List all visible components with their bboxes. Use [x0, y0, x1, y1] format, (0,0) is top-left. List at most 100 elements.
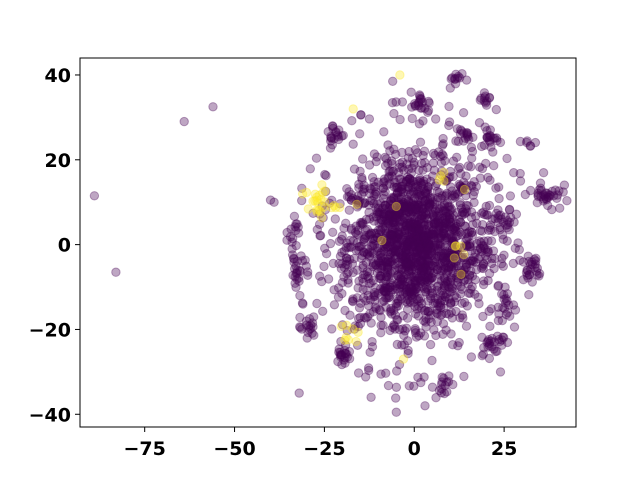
scatter-point-series-0 — [421, 261, 431, 272]
scatter-point-series-0 — [325, 238, 336, 249]
scatter-point-series-0 — [424, 201, 434, 212]
scatter-point-series-1 — [316, 194, 326, 205]
scatter-point-series-0 — [467, 227, 477, 238]
scatter-point-series-0 — [392, 366, 402, 376]
scatter-point-series-0 — [422, 237, 433, 247]
scatter-point-series-0 — [89, 191, 100, 201]
scatter-point-series-0 — [522, 271, 532, 281]
scatter-point-series-0 — [373, 263, 383, 274]
scatter-point-series-0 — [435, 290, 446, 300]
scatter-point-series-0 — [420, 195, 431, 206]
x-tick-label: 25 — [491, 438, 517, 460]
scatter-point-series-0 — [423, 105, 434, 116]
scatter-point-series-0 — [400, 265, 410, 275]
scatter-point-series-0 — [393, 227, 403, 237]
scatter-point-series-0 — [446, 217, 456, 228]
scatter-point-series-0 — [390, 212, 400, 223]
scatter-point-series-0 — [361, 372, 371, 382]
scatter-point-series-0 — [421, 210, 432, 220]
scatter-point-series-0 — [291, 268, 301, 278]
scatter-point-series-0 — [342, 326, 352, 336]
scatter-point-series-0 — [413, 210, 423, 220]
scatter-point-series-0 — [440, 291, 450, 302]
scatter-point-series-0 — [414, 90, 425, 100]
scatter-point-series-0 — [441, 233, 451, 243]
scatter-point-series-0 — [409, 239, 419, 249]
scatter-point-series-0 — [450, 239, 460, 249]
scatter-point-series-0 — [381, 368, 391, 378]
scatter-point-series-0 — [294, 265, 305, 276]
scatter-point-series-0 — [525, 185, 536, 196]
scatter-point-series-0 — [390, 231, 401, 241]
scatter-point-series-0 — [455, 181, 465, 191]
scatter-point-series-0 — [342, 269, 352, 279]
scatter-point-series-0 — [423, 307, 434, 317]
scatter-point-series-0 — [445, 275, 456, 285]
scatter-point-series-0 — [484, 341, 494, 351]
scatter-point-series-0 — [363, 363, 374, 373]
scatter-point-series-0 — [439, 283, 450, 293]
scatter-point-series-0 — [404, 201, 415, 212]
scatter-point-series-0 — [397, 275, 408, 286]
scatter-point-series-0 — [358, 184, 368, 194]
scatter-point-series-0 — [304, 314, 315, 324]
scatter-point-series-0 — [381, 271, 391, 282]
scatter-point-series-0 — [440, 223, 450, 233]
scatter-point-series-0 — [307, 318, 318, 328]
scatter-point-series-0 — [390, 239, 400, 249]
scatter-point-series-0 — [375, 270, 385, 281]
scatter-point-series-1 — [341, 320, 352, 330]
scatter-point-series-0 — [408, 272, 418, 282]
scatter-point-series-0 — [521, 137, 532, 148]
scatter-point-series-0 — [435, 151, 446, 162]
scatter-point-series-0 — [376, 274, 386, 284]
scatter-point-series-1 — [318, 188, 328, 198]
scatter-point-series-0 — [405, 287, 415, 297]
scatter-point-series-0 — [408, 207, 418, 217]
scatter-point-series-0 — [395, 114, 405, 125]
scatter-point-series-0 — [327, 324, 337, 334]
scatter-point-series-0 — [441, 218, 451, 228]
scatter-point-series-0 — [361, 313, 371, 323]
scatter-point-series-0 — [462, 185, 472, 195]
scatter-point-series-0 — [358, 263, 368, 273]
scatter-point-series-0 — [429, 165, 439, 175]
scatter-point-series-0 — [407, 113, 417, 124]
scatter-point-series-0 — [395, 159, 405, 169]
scatter-point-series-0 — [447, 245, 457, 255]
scatter-point-series-0 — [386, 230, 397, 240]
scatter-point-series-0 — [461, 236, 471, 246]
scatter-point-series-0 — [433, 281, 443, 291]
scatter-point-series-0 — [401, 284, 411, 295]
scatter-point-series-0 — [479, 342, 489, 353]
scatter-point-series-0 — [403, 153, 414, 163]
scatter-point-series-0 — [466, 213, 477, 223]
scatter-point-series-0 — [426, 234, 436, 244]
scatter-point-series-0 — [481, 158, 491, 169]
scatter-point-series-0 — [483, 210, 493, 220]
scatter-point-series-0 — [416, 377, 426, 388]
scatter-point-series-0 — [424, 241, 434, 252]
scatter-point-series-0 — [424, 201, 434, 211]
scatter-point-series-0 — [463, 279, 473, 289]
scatter-point-series-0 — [422, 265, 432, 275]
scatter-point-series-0 — [425, 291, 435, 301]
scatter-point-series-0 — [392, 190, 402, 200]
scatter-point-series-0 — [389, 244, 399, 254]
scatter-point-series-0 — [417, 204, 428, 214]
scatter-point-series-0 — [384, 258, 395, 268]
scatter-point-series-0 — [409, 289, 419, 299]
scatter-point-series-0 — [402, 274, 413, 284]
scatter-point-series-0 — [446, 221, 456, 232]
scatter-point-series-0 — [478, 311, 488, 322]
scatter-point-series-0 — [522, 265, 533, 275]
scatter-point-series-0 — [484, 306, 494, 316]
scatter-point-series-0 — [321, 249, 332, 259]
scatter-point-series-0 — [446, 298, 456, 308]
scatter-point-series-0 — [406, 282, 416, 292]
scatter-point-series-0 — [381, 239, 392, 249]
scatter-point-series-0 — [460, 133, 470, 144]
scatter-point-series-0 — [413, 294, 424, 304]
scatter-point-series-0 — [381, 200, 391, 211]
scatter-point-series-0 — [412, 226, 423, 236]
